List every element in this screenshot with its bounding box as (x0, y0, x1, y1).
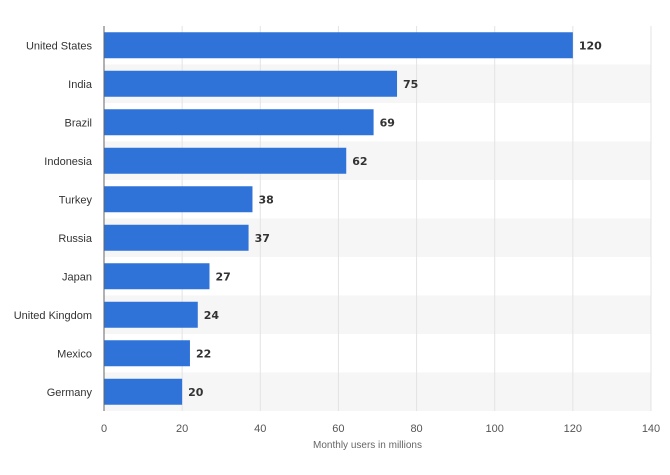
category-label: United States (26, 40, 93, 52)
value-label: 27 (215, 270, 230, 283)
category-label: Mexico (57, 348, 92, 360)
x-tick-label: 100 (486, 423, 504, 435)
value-label: 20 (188, 386, 204, 399)
bar[interactable] (104, 147, 347, 174)
x-tick-label: 140 (642, 423, 660, 435)
bars (104, 32, 573, 405)
bar[interactable] (104, 263, 210, 290)
category-labels: United States India Brazil Indonesia Turkey R… (14, 40, 93, 399)
category-label: Germany (47, 387, 93, 399)
value-labels: 120 75 69 62 38 37 27 24 22 20 (188, 39, 602, 399)
value-label: 75 (403, 78, 418, 91)
value-label: 22 (196, 347, 211, 360)
value-label: 69 (380, 116, 395, 129)
bar[interactable] (104, 186, 253, 213)
category-label: United Kingdom (14, 310, 92, 322)
x-tick-label: 80 (410, 423, 422, 435)
bar[interactable] (104, 378, 183, 405)
category-label: Japan (62, 271, 92, 283)
category-label: Russia (58, 233, 93, 245)
category-label: India (68, 79, 93, 91)
value-label: 62 (352, 155, 367, 168)
x-axis-title: Monthly users in millions (313, 440, 422, 451)
value-label: 38 (258, 193, 273, 206)
bar[interactable] (104, 340, 190, 367)
x-axis: 0 20 40 60 80 100 120 140 (101, 26, 660, 435)
x-tick-label: 0 (101, 423, 107, 435)
bar[interactable] (104, 224, 249, 251)
bar[interactable] (104, 301, 198, 328)
row-bands (104, 64, 651, 411)
category-label: Turkey (59, 194, 93, 206)
value-label: 120 (579, 39, 602, 52)
x-tick-label: 20 (176, 423, 188, 435)
value-label: 37 (255, 232, 270, 245)
x-tick-label: 40 (254, 423, 266, 435)
category-label: Indonesia (44, 156, 93, 168)
bar[interactable] (104, 109, 374, 136)
value-label: 24 (204, 309, 220, 322)
row-band (104, 372, 651, 411)
x-tick-label: 60 (332, 423, 344, 435)
x-tick-label: 120 (564, 423, 582, 435)
bar[interactable] (104, 32, 573, 59)
category-label: Brazil (64, 117, 92, 129)
bar[interactable] (104, 70, 398, 97)
